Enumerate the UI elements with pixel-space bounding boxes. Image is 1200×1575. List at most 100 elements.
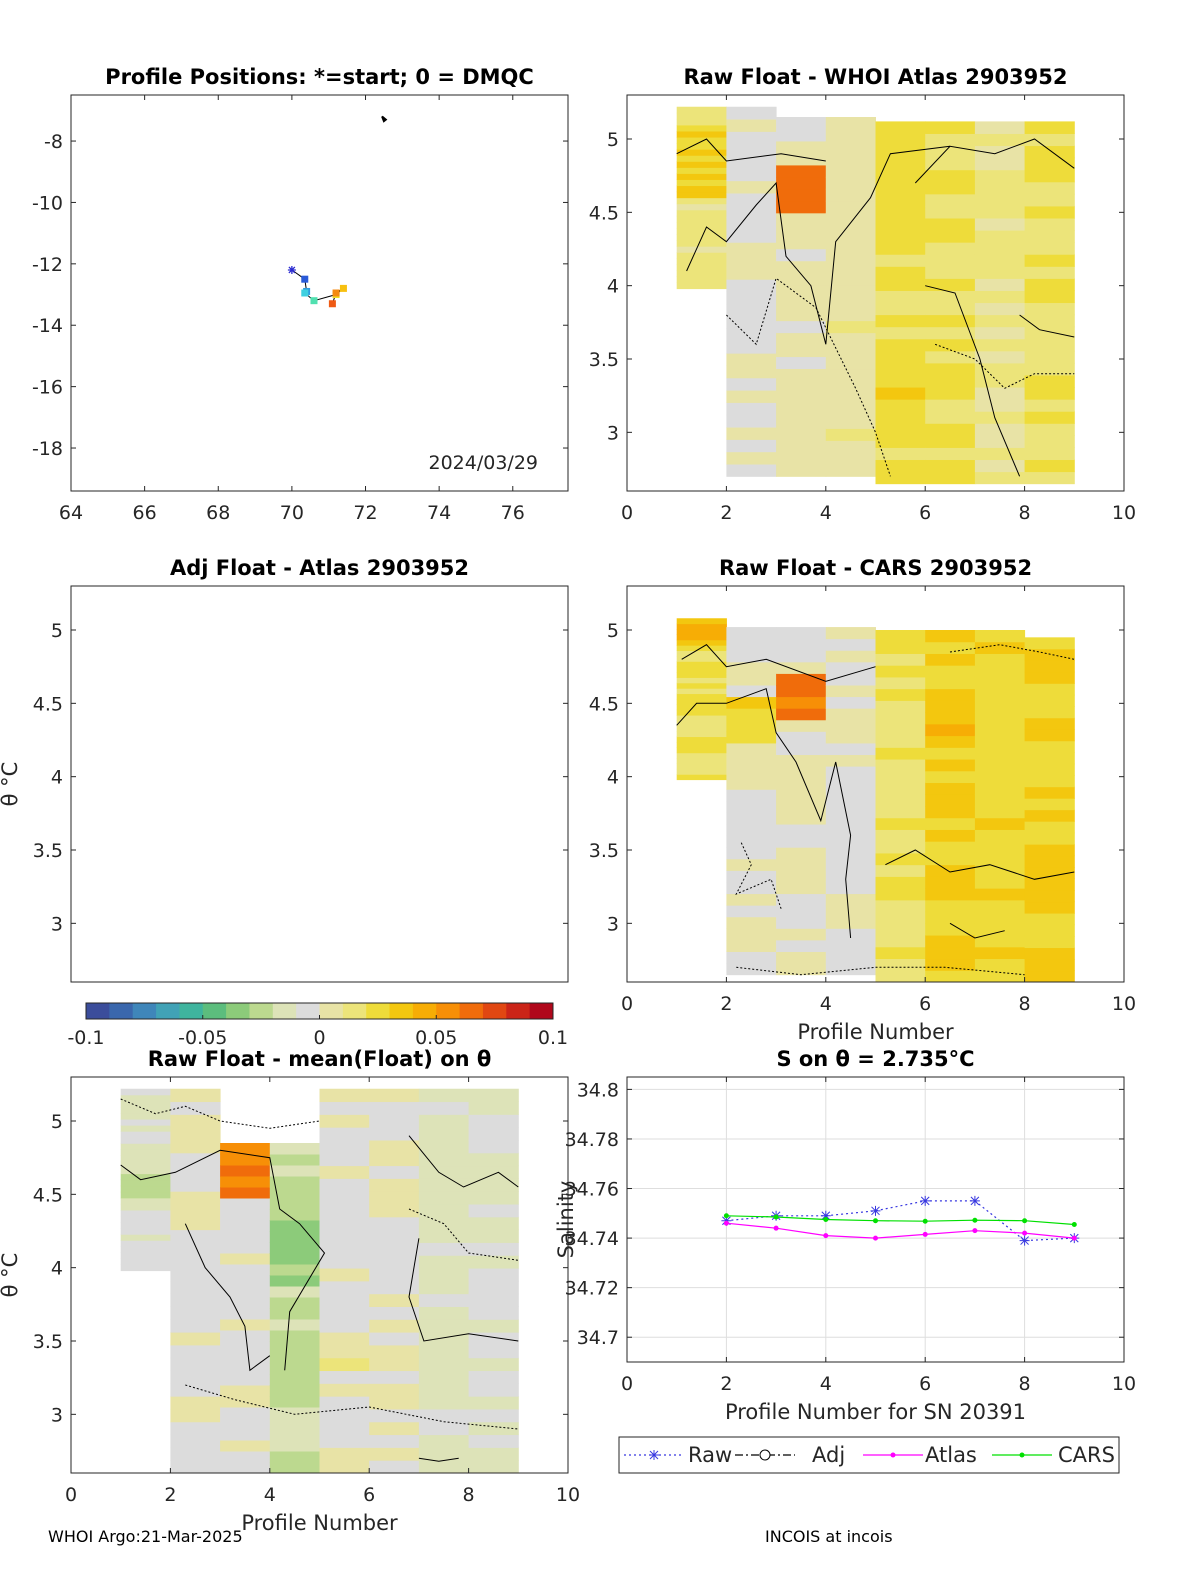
whoi-cell [1024,218,1075,231]
cars-cell [776,963,827,976]
cars-cell [726,916,777,929]
mean-cell [120,1258,171,1266]
whoi-cell [875,121,926,134]
whoi-cell [776,140,827,154]
mean-xtick-label: 4 [264,1484,276,1506]
mean-cell [319,1447,370,1461]
cars-cell [925,935,976,948]
cars-cell [974,958,1026,971]
mean-cell [468,1114,519,1128]
whoi-cell [776,440,827,453]
whoi-cell [875,157,926,171]
mean-cell [170,1306,221,1320]
whoi-cell [925,133,976,147]
whoi-cell [825,404,876,417]
whoi-cell [1024,326,1075,340]
series-atlas [723,1220,1077,1241]
cars-cell [676,634,727,641]
mean-cell [418,1101,470,1115]
mean-cell [319,1101,370,1115]
whoi-cell [776,320,827,334]
whoi-contours [676,138,1075,477]
mean-cell [319,1421,370,1436]
mean-cell [269,1363,320,1375]
whoi-cell [1024,205,1075,219]
cars-cell [1024,947,1075,960]
cars-cell [875,911,926,924]
mean-cell [319,1229,370,1243]
cars-cell [776,766,827,779]
cars-cell [1024,694,1075,707]
whoi-cell [974,266,1026,279]
mean-cell [369,1101,420,1115]
whoi-cell [1024,145,1075,159]
cars-cell [925,946,976,960]
mean-cell [468,1152,519,1167]
cars-cell [825,719,876,732]
mean-cell [319,1293,370,1307]
whoi-cell [776,284,827,298]
salinity-xtick-label: 10 [1112,1373,1136,1395]
mean-cell [418,1460,470,1474]
positions-start-marker [287,265,296,274]
mean-cell [170,1191,221,1205]
positions-plot-area [70,94,569,492]
whoi-cell [925,423,976,436]
cars-cell [875,923,926,936]
whoi-cell [825,440,876,453]
cars-cell [776,627,827,640]
cars-cell [875,653,926,666]
colorbar-swatch [482,1003,507,1019]
whoi-contour-line [914,138,1075,184]
cars-cell [726,812,777,825]
cars-cell [776,673,827,686]
whoi-cell [676,197,727,205]
salinity-ytick-label: 34.72 [565,1278,619,1300]
cars-cell [676,650,727,657]
mean-cell [120,1119,171,1126]
cars-cell [676,623,727,630]
cars-cell [676,645,727,652]
mean-cell [120,1191,171,1199]
cars-cell [676,763,727,770]
mean-cell [369,1370,420,1384]
mean-cell [369,1178,420,1192]
cars-cell [776,661,827,674]
whoi-cell [676,215,727,223]
cars-cell [676,655,727,662]
whoi-cell [676,209,727,217]
mean-cell [418,1114,470,1128]
cars-ytick-label: 3 [607,913,619,935]
cars-cell [726,627,777,640]
mean-cell [468,1178,519,1192]
salinity-xtick-label: 8 [1019,1373,1031,1395]
mean-cell [170,1242,221,1256]
whoi-cell [726,180,777,194]
whoi-cell [825,308,876,322]
cars-cell [776,800,827,813]
whoi-cell [676,221,727,229]
mean-cell [468,1434,519,1448]
mean-cell [120,1179,171,1187]
mean-cell [269,1451,320,1463]
cars-cell [776,685,827,698]
mean-cell [170,1293,221,1307]
cars-cell [776,696,827,709]
cars-contour-line [949,922,1005,939]
whoi-cell [726,192,777,206]
whoi-cell [1024,133,1075,147]
whoi-cell [676,130,727,138]
whoi-cell [676,149,727,156]
mean-cell [418,1255,470,1269]
mean-cell [220,1275,271,1287]
cars-cell [825,742,876,756]
whoi-cell [676,227,727,235]
whoi-cell [825,212,876,226]
colorbar-swatch [109,1003,134,1019]
whoi-cell [1024,181,1075,195]
cars-xlabel: Profile Number [797,1020,954,1044]
colorbar-swatch [249,1003,274,1019]
cars-cell [776,777,827,790]
cars-cell [1024,924,1075,937]
cars-cell [1024,959,1075,972]
